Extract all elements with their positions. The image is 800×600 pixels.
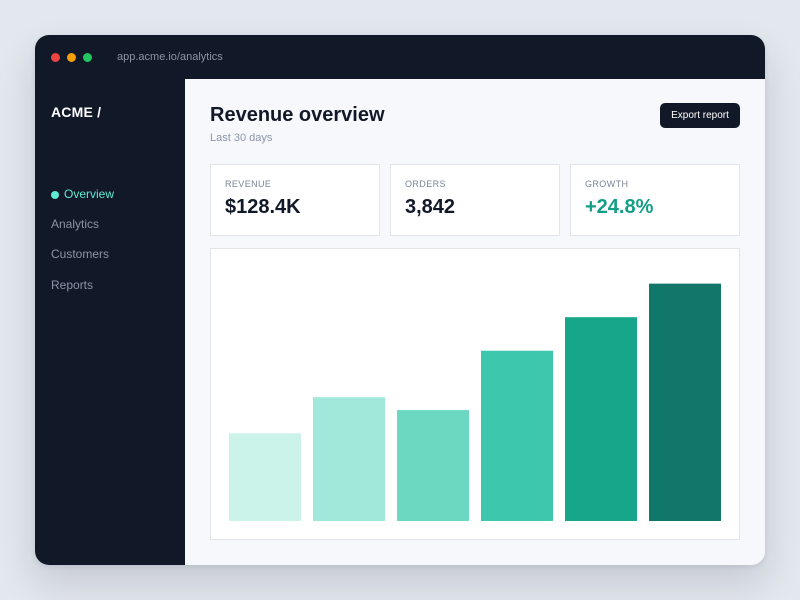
browser-titlebar: app.acme.io/analytics — [35, 35, 765, 79]
minimize-window-icon[interactable] — [67, 53, 76, 62]
stat-card-revenue: REVENUE $128.4K — [210, 164, 380, 236]
export-report-button[interactable]: Export report — [660, 103, 740, 128]
browser-window: app.acme.io/analytics ACME / Overview An… — [35, 35, 765, 565]
sidebar-item-reports[interactable]: Reports — [51, 276, 93, 294]
main-content: Revenue overview Last 30 days Export rep… — [185, 79, 765, 565]
chart-bar-1[interactable] — [229, 433, 301, 521]
chart-bar-2[interactable] — [313, 397, 385, 521]
sidebar-item-label: Overview — [64, 187, 115, 201]
active-dot-icon — [51, 190, 59, 199]
chart-bar-3[interactable] — [397, 410, 469, 521]
page-title: Revenue overview — [210, 104, 385, 126]
maximize-window-icon[interactable] — [83, 53, 92, 62]
stat-value: 3,842 — [405, 196, 456, 218]
chart-bar-5[interactable] — [565, 317, 637, 521]
sidebar-item-customers[interactable]: Customers — [51, 245, 109, 263]
sidebar-item-analytics[interactable]: Analytics — [51, 215, 99, 233]
bar-chart — [229, 283, 721, 521]
sidebar-item-label: Analytics — [51, 217, 100, 231]
sidebar: ACME / Overview Analytics Customers Repo… — [35, 79, 185, 565]
chart-bar-4[interactable] — [481, 350, 553, 521]
stat-value: +24.8% — [585, 196, 654, 218]
date-range-label: Last 30 days — [210, 132, 273, 144]
stat-label: GROWTH — [585, 179, 629, 189]
close-window-icon[interactable] — [51, 53, 60, 62]
chart-bar-6[interactable] — [649, 283, 721, 521]
revenue-chart — [210, 248, 740, 540]
stat-card-orders: ORDERS 3,842 — [390, 164, 560, 236]
brand-logo[interactable]: ACME / — [51, 104, 102, 120]
sidebar-item-label: Customers — [51, 247, 110, 261]
sidebar-item-label: Reports — [51, 278, 94, 292]
stat-value: $128.4K — [225, 196, 301, 218]
stat-label: REVENUE — [225, 179, 272, 189]
stat-card-growth: GROWTH +24.8% — [570, 164, 740, 236]
stat-label: ORDERS — [405, 179, 446, 189]
sidebar-item-overview[interactable]: Overview — [51, 185, 114, 203]
url-bar[interactable]: app.acme.io/analytics — [117, 51, 223, 63]
